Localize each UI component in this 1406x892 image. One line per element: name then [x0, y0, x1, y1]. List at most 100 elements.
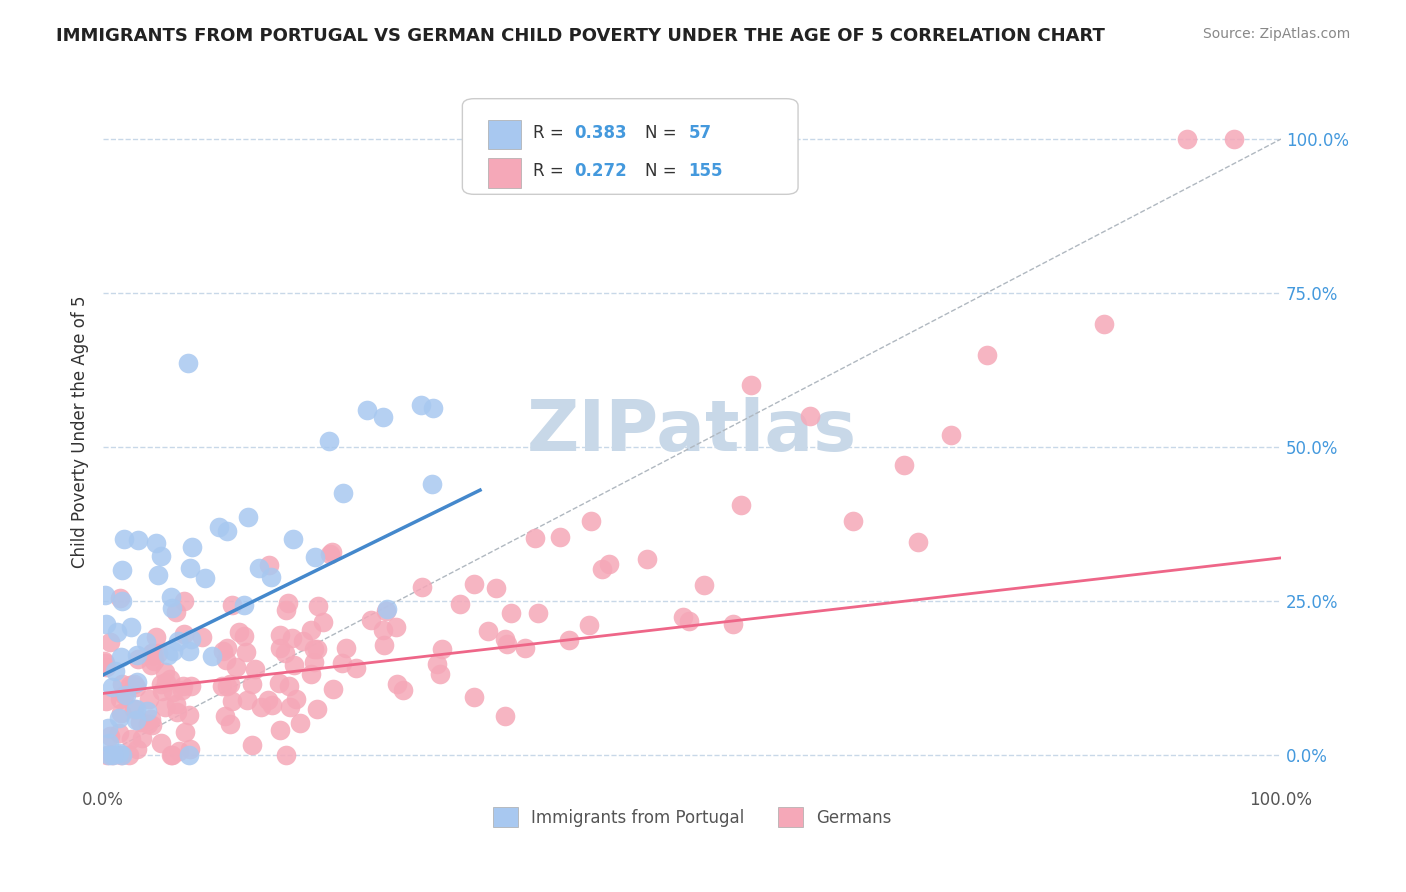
Point: [515, 641, 537, 656]
Point: [138, 692, 160, 706]
Point: [127, 652, 149, 666]
Point: [98, 747, 121, 762]
Point: [217, 524, 239, 538]
Point: [94, 657, 117, 671]
Point: [139, 658, 162, 673]
Point: [269, 676, 291, 690]
Point: [165, 605, 187, 619]
Point: [278, 699, 301, 714]
Point: [141, 646, 163, 660]
Point: [250, 699, 273, 714]
Point: [177, 708, 200, 723]
Point: [111, 594, 134, 608]
Point: [276, 747, 298, 762]
Point: [118, 747, 141, 762]
Point: [420, 476, 443, 491]
Point: [283, 657, 305, 672]
Point: [221, 694, 243, 708]
Point: [259, 558, 281, 572]
Point: [212, 644, 235, 658]
Point: [179, 741, 201, 756]
Point: [218, 677, 240, 691]
Point: [97, 736, 120, 750]
Text: 0.383: 0.383: [574, 124, 627, 142]
Point: [141, 718, 163, 732]
Point: [277, 679, 299, 693]
Point: [672, 610, 695, 624]
Point: [159, 673, 181, 687]
Point: [225, 660, 247, 674]
Point: [422, 401, 444, 416]
Point: [167, 743, 190, 757]
Point: [232, 599, 254, 613]
Point: [215, 641, 238, 656]
Point: [243, 661, 266, 675]
Point: [149, 677, 172, 691]
Y-axis label: Child Poverty Under the Age of 5: Child Poverty Under the Age of 5: [72, 295, 89, 568]
Point: [240, 738, 263, 752]
Point: [558, 632, 581, 647]
Point: [318, 547, 340, 561]
Point: [269, 628, 291, 642]
Point: [165, 698, 187, 712]
Point: [842, 514, 865, 528]
Point: [101, 747, 124, 762]
Point: [97, 721, 120, 735]
Point: [236, 509, 259, 524]
Text: R =: R =: [533, 162, 569, 180]
Point: [219, 717, 242, 731]
Point: [678, 615, 700, 629]
Point: [149, 549, 172, 564]
Point: [305, 642, 328, 657]
Text: 155: 155: [689, 162, 723, 180]
Point: [173, 627, 195, 641]
Point: [214, 708, 236, 723]
Point: [177, 747, 200, 762]
Point: [356, 402, 378, 417]
Point: [273, 646, 295, 660]
Point: [257, 692, 280, 706]
Point: [299, 624, 322, 638]
Point: [312, 615, 335, 629]
Point: [125, 742, 148, 756]
Point: [579, 514, 602, 528]
Point: [94, 588, 117, 602]
Point: [160, 747, 183, 762]
Point: [100, 634, 122, 648]
Point: [346, 661, 368, 675]
Point: [1175, 132, 1198, 146]
Point: [494, 709, 516, 723]
Point: [318, 434, 340, 448]
Point: [93, 654, 115, 668]
Point: [292, 634, 315, 648]
Point: [1223, 132, 1246, 146]
Point: [128, 714, 150, 729]
Point: [375, 604, 398, 618]
Point: [215, 679, 238, 693]
Point: [118, 678, 141, 692]
Point: [307, 599, 329, 614]
Point: [276, 602, 298, 616]
Point: [636, 551, 658, 566]
Point: [893, 458, 915, 473]
Point: [125, 680, 148, 694]
Point: [281, 532, 304, 546]
Point: [127, 674, 149, 689]
Point: [122, 677, 145, 691]
Point: [730, 498, 752, 512]
Point: [120, 620, 142, 634]
Point: [156, 648, 179, 663]
Point: [170, 682, 193, 697]
Point: [105, 625, 128, 640]
Point: [578, 618, 600, 632]
Point: [288, 715, 311, 730]
Point: [179, 643, 201, 657]
Point: [260, 570, 283, 584]
Point: [228, 624, 250, 639]
Point: [96, 747, 118, 762]
Point: [430, 642, 453, 657]
Point: [524, 531, 547, 545]
Point: [162, 644, 184, 658]
Point: [108, 591, 131, 605]
Point: [145, 536, 167, 550]
